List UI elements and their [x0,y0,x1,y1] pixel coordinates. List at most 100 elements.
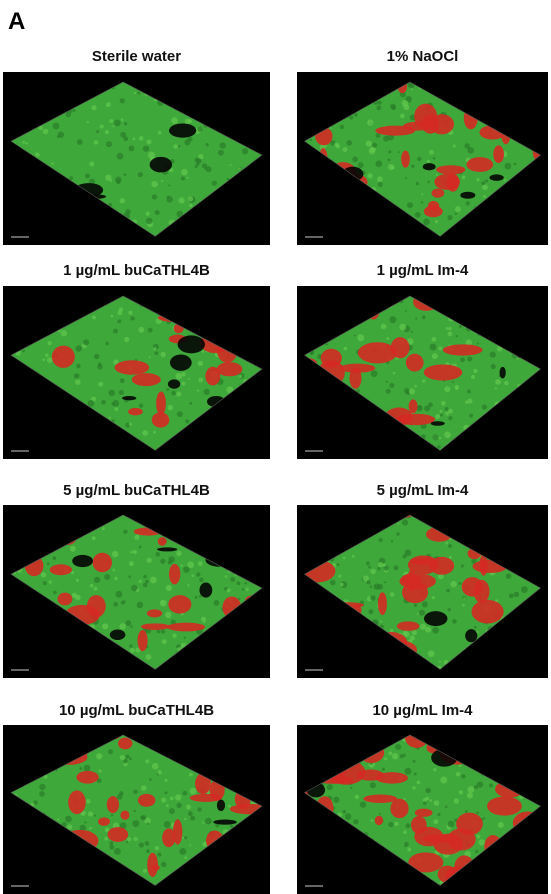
texture-dot [128,310,133,315]
texture-dot [160,351,166,358]
dead-cells [86,595,106,618]
dead-cells [183,659,196,670]
texture-dot [382,425,387,430]
texture-dot [313,306,318,312]
microscopy-image [3,505,270,678]
panel-title: 5 µg/mL Im-4 [376,482,469,499]
texture-dot [86,847,90,850]
texture-dot [489,518,495,524]
texture-dot [250,453,256,459]
texture-dot [407,847,412,852]
texture-dot [66,98,71,103]
texture-dot [107,749,114,755]
texture-dot [539,86,541,89]
texture-dot [214,872,219,876]
texture-dot [31,736,39,743]
texture-dot [350,786,353,790]
texture-dot [154,846,159,851]
texture-dot [478,839,485,846]
texture-dot [233,870,238,875]
texture-dot [381,652,388,659]
texture-dot [222,72,229,79]
texture-dot [368,609,374,615]
texture-dot [3,230,5,233]
texture-dot [492,296,498,302]
texture-dot [120,131,127,138]
texture-dot [331,107,338,114]
texture-dot [176,550,182,557]
texture-dot [165,611,172,619]
texture-dot [142,145,150,152]
texture-dot [105,174,112,181]
texture-dot [217,149,224,156]
dead-cells [244,595,259,606]
texture-dot [357,162,364,168]
texture-dot [46,562,50,566]
texture-dot [354,650,359,655]
texture-dot [448,544,453,549]
texture-dot [472,228,478,233]
texture-dot [27,740,32,745]
panel-title: 1 µg/mL Im-4 [376,262,469,279]
texture-dot [161,179,164,183]
texture-dot [119,822,127,830]
texture-dot [353,819,359,825]
dead-cells [519,98,533,122]
dead-cells [461,94,502,109]
texture-dot [254,191,258,195]
texture-dot [238,396,241,399]
dead-cells [80,634,91,658]
texture-dot [110,508,114,512]
texture-dot [167,404,174,411]
texture-dot [362,575,369,582]
texture-dot [490,765,494,769]
texture-dot [48,580,52,584]
texture-dot [402,725,408,731]
texture-dot [393,565,399,571]
texture-dot [304,412,309,416]
texture-dot [236,110,241,115]
texture-dot [215,889,218,892]
texture-dot [161,601,164,604]
texture-dot [217,239,220,242]
texture-dot [333,796,340,803]
texture-dot [3,430,6,434]
gap [169,354,192,371]
texture-dot [39,783,46,791]
texture-dot [526,849,531,854]
texture-dot [528,830,534,837]
texture-dot [202,75,205,78]
texture-dot [129,726,135,732]
texture-dot [517,839,521,842]
texture-dot [344,88,352,96]
texture-dot [297,515,300,519]
texture-dot [70,618,73,621]
texture-dot [57,620,64,628]
texture-dot [485,518,490,524]
texture-dot [498,192,502,196]
texture-dot [539,290,544,295]
texture-dot [61,392,66,396]
texture-dot [312,438,316,442]
dead-cells [484,835,502,858]
texture-dot [11,382,13,387]
texture-dot [250,653,257,660]
dead-cells [206,830,224,851]
dead-cells [107,827,129,842]
dead-cells [50,743,74,765]
texture-dot [378,537,383,543]
texture-dot [333,750,340,757]
texture-dot [334,309,339,314]
texture-dot [96,753,103,760]
texture-dot [85,798,91,804]
texture-dot [297,337,300,342]
texture-dot [523,86,530,93]
texture-dot [61,821,67,827]
texture-dot [546,767,548,769]
texture-dot [265,380,270,385]
texture-dot [43,312,50,319]
texture-dot [228,336,233,341]
texture-dot [382,639,386,643]
texture-dot [175,794,182,801]
texture-dot [431,596,435,600]
